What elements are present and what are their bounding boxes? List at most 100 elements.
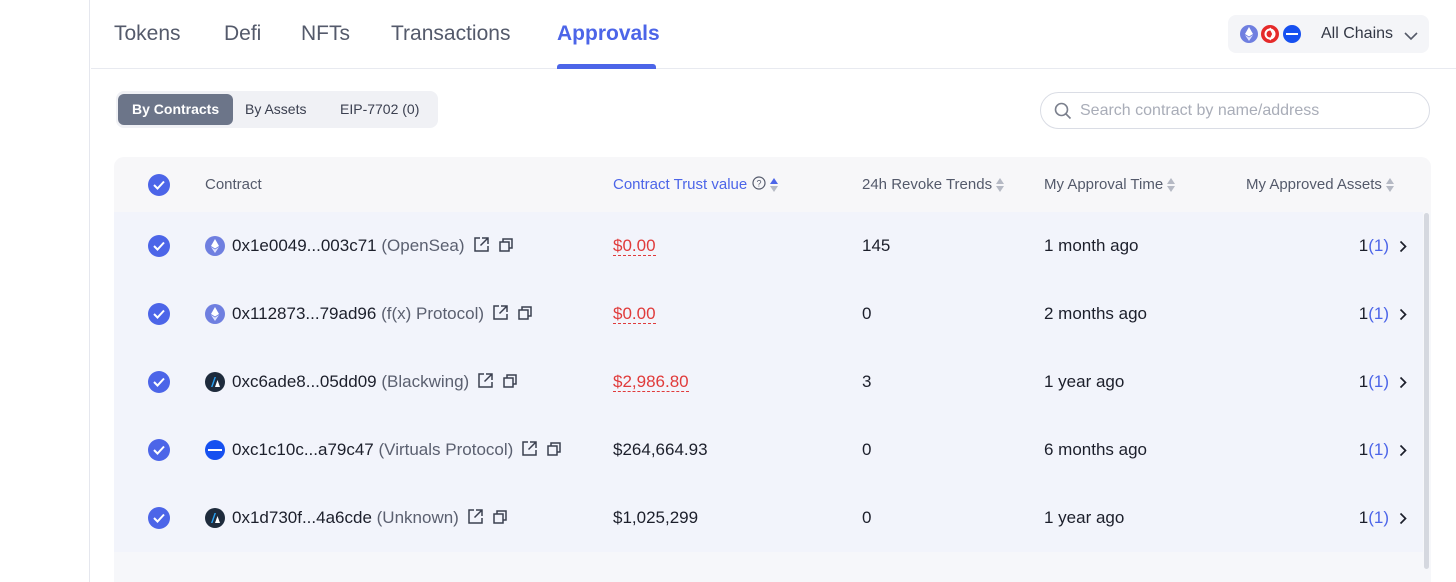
- copy-icon[interactable]: [498, 237, 514, 258]
- help-icon[interactable]: ?: [752, 176, 766, 194]
- contract-address[interactable]: 0x112873...79ad96: [232, 304, 377, 323]
- ethereum-icon: [1238, 23, 1260, 45]
- contract-name: (f(x) Protocol): [381, 304, 485, 323]
- chain-icons: [1238, 23, 1308, 45]
- chevron-right-icon[interactable]: [1399, 308, 1407, 326]
- trust-value: $0.00: [613, 236, 656, 256]
- row-checkbox[interactable]: [148, 303, 170, 325]
- column-header-approval-time[interactable]: My Approval Time: [1044, 176, 1176, 193]
- sort-icon[interactable]: [770, 177, 779, 193]
- approved-assets-link[interactable]: (1): [1368, 236, 1389, 255]
- approvals-table: Contract Contract Trust value? 24h Revok…: [114, 157, 1431, 582]
- chevron-right-icon[interactable]: [1399, 376, 1407, 394]
- approval-time: 2 months ago: [1044, 304, 1148, 323]
- contract-name: (OpenSea): [381, 236, 465, 255]
- view-mode-toggle: By Contracts By Assets EIP-7702 (0): [116, 91, 438, 128]
- approved-assets: 1(1): [1358, 508, 1389, 527]
- scrollbar-thumb[interactable]: [1424, 213, 1429, 569]
- sort-icon[interactable]: [1385, 177, 1395, 193]
- arbitrum-icon: [205, 372, 225, 392]
- sort-icon[interactable]: [996, 177, 1005, 193]
- copy-icon[interactable]: [517, 305, 533, 326]
- table-row[interactable]: 0xc1c10c...a79c47 (Virtuals Protocol) $2…: [114, 416, 1423, 484]
- search-input[interactable]: [1080, 99, 1410, 123]
- revoke-trend: 0: [862, 304, 872, 323]
- approved-assets: 1(1): [1358, 236, 1389, 255]
- left-sidebar: [0, 0, 90, 582]
- external-link-icon[interactable]: [477, 372, 494, 394]
- table-row[interactable]: 0x1d730f...4a6cde (Unknown) $1,025,299 0…: [114, 484, 1423, 552]
- approved-assets: 1(1): [1358, 440, 1389, 459]
- optimism-icon: [1259, 23, 1281, 45]
- external-link-icon[interactable]: [467, 508, 484, 530]
- copy-icon[interactable]: [546, 441, 562, 462]
- contract-cell: 0x1d730f...4a6cde (Unknown): [232, 508, 508, 530]
- trust-value: $264,664.93: [613, 440, 708, 459]
- contract-address[interactable]: 0x1d730f...4a6cde: [232, 508, 372, 527]
- base-icon: [205, 440, 225, 460]
- approvals-panel: Tokens Defi NFTs Transactions Approvals …: [91, 0, 1456, 582]
- table-row[interactable]: 0x1e0049...003c71 (OpenSea) $0.00 145 1 …: [114, 212, 1423, 280]
- approved-assets: 1(1): [1358, 372, 1389, 391]
- contract-name: (Blackwing): [381, 372, 470, 391]
- contract-address[interactable]: 0xc6ade8...05dd09: [232, 372, 377, 391]
- row-checkbox[interactable]: [148, 371, 170, 393]
- ethereum-icon: [205, 304, 225, 324]
- column-header-revoke-trends[interactable]: 24h Revoke Trends: [862, 176, 1005, 193]
- column-header-approved-assets[interactable]: My Approved Assets: [1246, 176, 1395, 193]
- approval-time: 1 month ago: [1044, 236, 1139, 255]
- sort-icon[interactable]: [1167, 177, 1176, 193]
- chevron-right-icon[interactable]: [1399, 240, 1407, 258]
- row-checkbox[interactable]: [148, 235, 170, 257]
- base-icon: [1281, 23, 1303, 45]
- tab-transactions[interactable]: Transactions: [391, 22, 511, 45]
- select-all-checkbox[interactable]: [148, 174, 170, 196]
- contract-cell: 0x112873...79ad96 (f(x) Protocol): [232, 304, 533, 326]
- column-header-trust-value[interactable]: Contract Trust value?: [613, 176, 779, 194]
- table-row[interactable]: 0x112873...79ad96 (f(x) Protocol) $0.00 …: [114, 280, 1423, 348]
- table-header: Contract Contract Trust value? 24h Revok…: [114, 157, 1431, 212]
- chain-selector-label: All Chains: [1321, 25, 1394, 42]
- revoke-trend: 3: [862, 372, 872, 391]
- active-tab-indicator: [557, 64, 656, 69]
- tab-bar: Tokens Defi NFTs Transactions Approvals …: [91, 0, 1456, 69]
- contract-cell: 0xc6ade8...05dd09 (Blackwing): [232, 372, 518, 394]
- chain-selector[interactable]: All Chains: [1228, 15, 1429, 53]
- segment-eip-7702[interactable]: EIP-7702 (0): [340, 101, 420, 117]
- approved-assets-link[interactable]: (1): [1368, 440, 1389, 459]
- tab-tokens[interactable]: Tokens: [114, 22, 181, 45]
- chevron-right-icon[interactable]: [1399, 512, 1407, 530]
- search-box: [1040, 92, 1430, 129]
- approved-assets-link[interactable]: (1): [1368, 372, 1389, 391]
- table-row[interactable]: 0xc6ade8...05dd09 (Blackwing) $2,986.80 …: [114, 348, 1423, 416]
- approval-time: 1 year ago: [1044, 372, 1125, 391]
- approved-assets-link[interactable]: (1): [1368, 508, 1389, 527]
- contract-cell: 0x1e0049...003c71 (OpenSea): [232, 236, 514, 258]
- tab-approvals[interactable]: Approvals: [557, 22, 660, 45]
- contract-name: (Unknown): [376, 508, 459, 527]
- tab-nfts[interactable]: NFTs: [301, 22, 350, 45]
- row-checkbox[interactable]: [148, 507, 170, 529]
- external-link-icon[interactable]: [521, 440, 538, 462]
- chevron-right-icon[interactable]: [1399, 444, 1407, 462]
- revoke-trend: 0: [862, 440, 872, 459]
- segment-by-contracts[interactable]: By Contracts: [118, 94, 234, 125]
- tab-defi[interactable]: Defi: [224, 22, 262, 45]
- segment-by-assets[interactable]: By Assets: [245, 101, 307, 117]
- row-checkbox[interactable]: [148, 439, 170, 461]
- external-link-icon[interactable]: [473, 236, 490, 258]
- external-link-icon[interactable]: [492, 304, 509, 326]
- arbitrum-icon: [205, 508, 225, 528]
- ethereum-icon: [205, 236, 225, 256]
- trust-value: $2,986.80: [613, 372, 689, 392]
- trust-value: $0.00: [613, 304, 656, 324]
- approved-assets-link[interactable]: (1): [1368, 304, 1389, 323]
- trust-value: $1,025,299: [613, 508, 699, 527]
- copy-icon[interactable]: [502, 373, 518, 394]
- approved-assets: 1(1): [1358, 304, 1389, 323]
- contract-address[interactable]: 0xc1c10c...a79c47: [232, 440, 374, 459]
- svg-text:?: ?: [757, 179, 762, 189]
- contract-address[interactable]: 0x1e0049...003c71: [232, 236, 377, 255]
- approval-time: 1 year ago: [1044, 508, 1125, 527]
- copy-icon[interactable]: [492, 509, 508, 530]
